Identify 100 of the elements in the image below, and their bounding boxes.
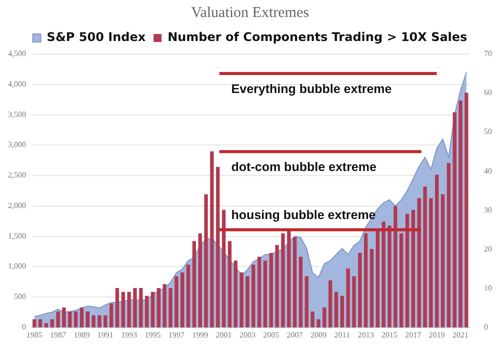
bar	[358, 252, 362, 328]
x-tick-label: 2003	[239, 330, 256, 340]
bar	[388, 226, 392, 328]
bar	[446, 163, 451, 328]
x-tick-label: 2021	[452, 330, 469, 340]
x-tick-label: 2009	[310, 330, 326, 340]
bar	[275, 245, 279, 328]
bar	[168, 288, 172, 328]
bar	[322, 308, 326, 328]
bar	[222, 210, 226, 328]
y-tick-label: 3,000	[8, 140, 26, 150]
bar	[370, 248, 374, 328]
bar	[263, 260, 268, 328]
bar	[257, 256, 262, 328]
y-tick-label: 500	[14, 292, 26, 302]
bar	[156, 288, 160, 328]
x-tick-label: 1991	[97, 330, 114, 340]
y2-tick-label: 20	[484, 244, 492, 254]
x-tick-label: 2013	[358, 330, 374, 340]
bar	[328, 280, 332, 328]
bar	[376, 229, 380, 328]
bar	[192, 241, 196, 328]
bar	[198, 233, 202, 328]
y2-tick-label: 70	[484, 49, 492, 58]
bar	[400, 233, 404, 328]
bar	[298, 256, 303, 328]
y-tick-label: 2,000	[8, 200, 26, 210]
bar	[186, 264, 190, 328]
bar	[364, 233, 368, 328]
bar	[86, 311, 90, 328]
y-tick-label: 3,500	[8, 110, 26, 119]
bar	[115, 288, 120, 328]
x-tick-label: 1999	[192, 330, 208, 340]
bar	[417, 198, 421, 328]
y-tick-label: 4,500	[8, 49, 26, 58]
bar	[204, 194, 208, 328]
bar	[228, 241, 232, 328]
x-tick-label: 2015	[382, 330, 398, 340]
x-tick-label: 1985	[26, 330, 42, 340]
bar	[316, 319, 320, 328]
bar	[340, 296, 344, 328]
x-tick-label: 2011	[334, 330, 350, 340]
x-tick-label: 2019	[428, 330, 445, 340]
bar	[180, 272, 184, 328]
bar	[240, 272, 244, 328]
bar	[304, 276, 308, 328]
bar	[162, 284, 166, 328]
x-tick-label: 2017	[405, 330, 422, 340]
bar	[458, 100, 462, 328]
bar	[411, 210, 416, 328]
x-tick-label: 2007	[286, 330, 303, 340]
bar	[423, 186, 427, 328]
x-tick-label: 2005	[263, 330, 280, 340]
x-tick-label: 1995	[144, 330, 161, 340]
x-tick-label: 1997	[168, 330, 184, 340]
bar	[98, 315, 102, 328]
x-tick-label: 1987	[50, 330, 66, 340]
y2-tick-label: 10	[484, 283, 492, 292]
bar	[452, 112, 456, 328]
y2-tick-label: 50	[484, 127, 492, 136]
y-tick-label: 1,000	[8, 262, 26, 271]
bar	[252, 264, 256, 328]
bar	[287, 229, 291, 328]
legend-label: S&P 500 Index	[46, 30, 146, 44]
bar	[210, 151, 214, 328]
bar	[464, 92, 468, 328]
bar	[62, 308, 66, 328]
bar	[56, 311, 60, 328]
legend-label: Number of Components Trading > 10X Sales	[168, 30, 468, 44]
y2-tick-label: 0	[484, 322, 488, 332]
bar	[68, 311, 72, 328]
chart-title: Valuation Extremes	[191, 4, 310, 21]
ref-line-label: Everything bubble extreme	[231, 82, 392, 96]
bar	[310, 311, 314, 328]
bar	[174, 276, 178, 328]
bar	[405, 214, 410, 328]
bar	[150, 292, 155, 328]
bar	[394, 206, 398, 328]
bar	[74, 311, 78, 328]
y2-tick-label: 60	[484, 88, 492, 98]
bar	[269, 252, 273, 328]
ref-line-label: dot-com bubble extreme	[231, 160, 376, 174]
bar	[234, 260, 238, 328]
bar	[292, 237, 297, 328]
y-tick-label: 0	[22, 322, 26, 332]
bar	[334, 292, 338, 328]
ref-line-label: housing bubble extreme	[231, 208, 376, 222]
bar	[133, 288, 137, 328]
bar	[216, 166, 220, 328]
x-tick-label: 1989	[74, 330, 90, 340]
bar	[429, 198, 433, 328]
bar	[121, 292, 125, 328]
bar	[92, 315, 96, 328]
bar	[139, 288, 143, 328]
bar	[352, 276, 356, 328]
y-tick-label: 4,000	[8, 79, 26, 88]
y2-tick-label: 30	[484, 205, 492, 214]
bar	[281, 233, 285, 328]
bar	[104, 315, 108, 328]
y2-tick-label: 40	[484, 166, 492, 176]
